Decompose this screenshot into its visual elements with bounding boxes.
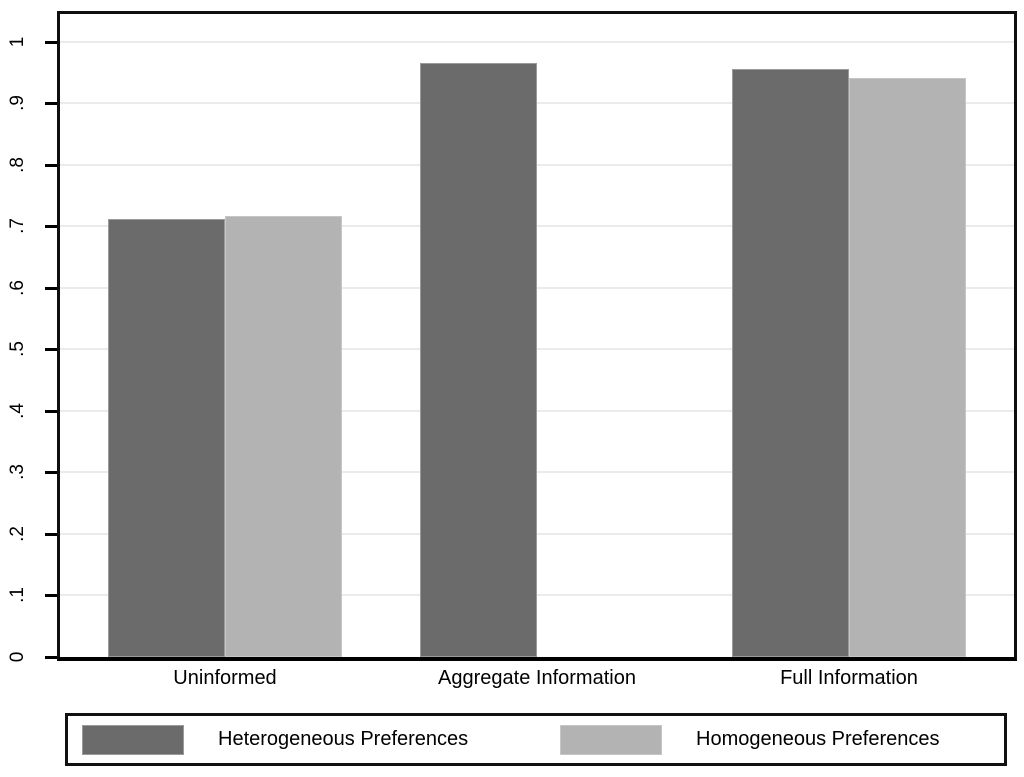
legend-label-heterogeneous: Heterogeneous Preferences — [218, 728, 469, 750]
y-tick-label: .5 — [7, 341, 28, 357]
gridline — [60, 471, 1014, 473]
legend: Heterogeneous Preferences Homogeneous Pr… — [65, 713, 1007, 766]
gridline — [60, 410, 1014, 412]
y-tick — [45, 287, 57, 290]
gridline — [60, 164, 1014, 166]
y-tick — [45, 410, 57, 413]
y-tick — [45, 348, 57, 351]
gridline — [60, 533, 1014, 535]
plot-content — [60, 14, 1014, 657]
gridline — [60, 287, 1014, 289]
gridline — [60, 41, 1014, 43]
y-tick — [45, 41, 57, 44]
y-tick — [45, 533, 57, 536]
legend-swatch-homogeneous — [560, 724, 662, 755]
y-tick-label: .3 — [7, 464, 28, 480]
legend-entry-heterogeneous: Heterogeneous Preferences — [82, 724, 469, 755]
bar — [732, 69, 849, 657]
plot-area — [57, 11, 1017, 661]
y-tick-label: .1 — [7, 587, 28, 603]
y-tick-label: .7 — [7, 218, 28, 234]
bar — [849, 78, 966, 657]
bar — [225, 216, 342, 657]
y-tick-label: .8 — [7, 157, 28, 173]
bar — [108, 219, 225, 657]
x-tick-label: Aggregate Information — [438, 667, 636, 689]
y-tick-label: .2 — [7, 526, 28, 542]
y-tick — [45, 471, 57, 474]
gridline — [60, 348, 1014, 350]
y-tick-label: .4 — [7, 403, 28, 419]
y-tick — [45, 656, 57, 659]
x-tick-label: Full Information — [780, 667, 918, 689]
y-tick — [45, 164, 57, 167]
legend-label-homogeneous: Homogeneous Preferences — [696, 728, 940, 750]
y-tick — [45, 594, 57, 597]
y-tick — [45, 102, 57, 105]
y-tick-label: .9 — [7, 95, 28, 111]
gridline — [60, 102, 1014, 104]
y-tick — [45, 225, 57, 228]
gridline — [60, 225, 1014, 227]
y-tick-label: 0 — [7, 651, 28, 663]
legend-swatch-heterogeneous — [82, 724, 184, 755]
x-tick-label: Uninformed — [173, 667, 277, 689]
bar — [420, 63, 537, 657]
gridline — [60, 594, 1014, 596]
legend-entry-homogeneous: Homogeneous Preferences — [560, 724, 940, 755]
y-tick-label: .6 — [7, 280, 28, 296]
y-tick-label: 1 — [7, 36, 28, 48]
